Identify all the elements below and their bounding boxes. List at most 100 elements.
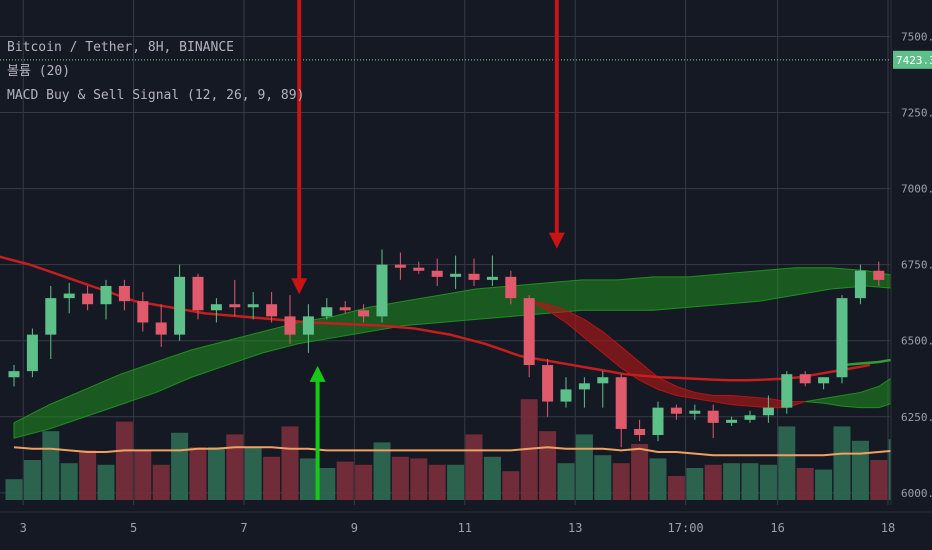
candle [634,419,646,442]
candle-body [192,276,204,311]
candle [781,371,793,414]
candle [394,252,406,280]
volume-bar [483,456,501,500]
candle-body [854,270,866,299]
candle [284,295,296,344]
candle [229,279,241,317]
volume-bar [23,460,41,500]
candle-body [266,304,278,317]
candle-body [762,407,774,416]
sell-signal-arrow [291,0,308,295]
time-tick-label: 7 [240,521,247,535]
candle [192,273,204,320]
volume-bar [42,431,60,500]
candle [468,258,480,286]
candle-body [155,322,167,335]
candle [762,395,774,423]
candle-body [450,273,462,277]
volume-bar [649,458,667,500]
candle-body [542,365,554,402]
volume-bar [631,444,649,500]
candle-body [707,410,719,423]
candle-body [468,273,480,280]
candle [854,264,866,305]
volume-ma-line [13,446,932,457]
volume-bar [244,447,262,500]
candle [597,371,609,408]
candle-body [486,276,498,280]
volume-bar [189,447,207,500]
volume-bar [410,458,428,500]
volume-bar [502,471,520,500]
candle-body [63,293,75,299]
time-tick-label: 3 [20,521,27,535]
candle [155,304,167,347]
price-tick-label: 7500.00 [901,31,932,44]
price-tick-label: 6750.00 [901,259,932,272]
candle-body [744,415,756,420]
price-tick-label: 6250.00 [901,411,932,424]
volume-bar [355,464,373,500]
volume-bar [539,431,557,500]
candle-body [615,377,627,429]
candle [670,404,682,420]
candle-body [836,298,848,378]
candle [100,279,112,320]
candle [45,285,57,359]
candle [523,295,535,378]
candle-body [118,285,130,302]
candle-body [82,293,94,305]
volume-bar [594,455,612,500]
candle [266,292,278,323]
candle-body [26,334,38,372]
price-tick-label: 6500.00 [901,335,932,348]
volume-bar [336,461,354,500]
candle [26,328,38,378]
candle [836,295,848,384]
candle [413,261,425,274]
time-tick-label: 5 [130,521,137,535]
volume-bar [815,469,833,500]
volume-bar [704,464,722,500]
candle [376,249,388,323]
signal-ribbon-1 [13,267,932,439]
candle-body [652,407,664,436]
candle [431,258,443,286]
candle [542,358,554,417]
volume-bar [60,463,78,500]
arrow-head [309,365,326,382]
grid [0,0,890,505]
candle-body [634,428,646,436]
arrow-head [291,278,308,295]
candle [560,377,572,408]
candle-body [229,304,241,308]
candle [82,285,94,311]
volume-bar [97,464,115,500]
candle-body [394,264,406,268]
candle [450,255,462,290]
last-price-label: 7423.34 [896,54,932,67]
price-tick-label: 6000.00 [901,487,932,500]
volume-bar [79,450,97,500]
price-axis-background [891,0,932,550]
candle [339,301,351,314]
time-tick-label: 9 [351,521,358,535]
candle-body [247,304,259,308]
candle-body [174,276,186,335]
volume-bar [226,434,244,500]
candle [302,304,314,353]
candle-body [781,374,793,408]
volume-bar [778,426,796,500]
arrow-head [548,232,565,249]
candle [174,264,186,341]
price-axis: 7500.00 7250.00 7000.00 6750.00 6500.00 6250.… [890,0,932,550]
candle-body [284,316,296,335]
volume-bar [465,434,483,500]
candle-body [560,389,572,402]
volume-bar [557,463,575,500]
candle [137,292,149,332]
candle-body [302,316,314,335]
